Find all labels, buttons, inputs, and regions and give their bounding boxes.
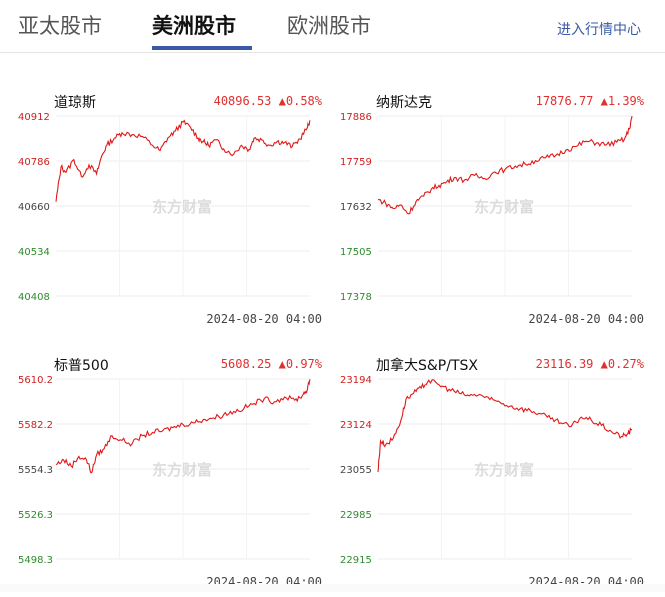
y-tick-label: 22915 [340, 555, 372, 566]
index-name: 道琼斯 [54, 95, 96, 111]
chart-panel-tsx[interactable]: 23194 23124 23055 22985 22915 东方财富 加拿大S&P/TSX… [336, 345, 654, 597]
series-line [55, 379, 311, 474]
chart-timestamp: 2024-08-20 04:00 [528, 312, 644, 326]
index-quote: 17876.77 ▲1.39% [536, 94, 644, 108]
index-change: ▲0.97% [278, 357, 322, 371]
series-line [377, 379, 633, 472]
market-tabs: 亚太股市 美洲股市 欧洲股市 进入行情中心 [0, 0, 665, 53]
index-name: 加拿大S&P/TSX [376, 358, 478, 374]
y-tick-label: 22985 [340, 510, 372, 521]
chart-nasdaq: 17886 17759 17632 17505 17378 东方财富 [340, 112, 633, 303]
tab-europe[interactable]: 欧洲股市 [287, 14, 371, 38]
watermark-text: 东方财富 [474, 461, 534, 479]
chart-tsx: 23194 23124 23055 22985 22915 东方财富 [340, 375, 633, 566]
y-tick-label: 23194 [340, 375, 372, 386]
market-center-link[interactable]: 进入行情中心 [557, 22, 641, 38]
index-quote: 23116.39 ▲0.27% [536, 357, 644, 371]
chart-dow: 40912 40786 40660 40534 40408 东方财富 [18, 112, 311, 303]
chart-panel-dow[interactable]: 40912 40786 40660 40534 40408 东方财富 道琼斯 40896.… [14, 82, 332, 334]
active-tab-indicator [152, 46, 252, 50]
chart-panel-nasdaq[interactable]: 17886 17759 17632 17505 17378 东方财富 纳斯达克 17876… [336, 82, 654, 334]
y-tick-label: 40912 [18, 112, 50, 123]
y-tick-label: 23124 [340, 420, 372, 431]
tab-americas[interactable]: 美洲股市 [152, 14, 236, 38]
y-tick-label: 5526.3 [18, 510, 53, 521]
y-tick-label: 5554.3 [18, 465, 53, 476]
index-quote: 40896.53 ▲0.58% [214, 94, 322, 108]
y-tick-label: 17378 [340, 292, 372, 303]
bottom-bar [0, 584, 665, 592]
index-last: 40896.53 [213, 94, 272, 108]
y-tick-label: 40534 [18, 247, 50, 258]
y-tick-label: 40660 [18, 202, 50, 213]
y-tick-label: 5498.3 [18, 555, 53, 566]
chart-timestamp: 2024-08-20 04:00 [206, 312, 322, 326]
series-line [55, 119, 311, 202]
tab-asia-pacific[interactable]: 亚太股市 [18, 14, 102, 38]
index-change: ▲1.39% [600, 94, 644, 108]
index-last: 17876.77 [535, 94, 594, 108]
index-last: 23116.39 [535, 357, 594, 371]
chart-sp500: 5610.2 5582.2 5554.3 5526.3 5498.3 东方财富 [18, 375, 311, 566]
y-tick-label: 23055 [340, 465, 372, 476]
watermark-text: 东方财富 [152, 198, 212, 216]
y-tick-label: 17759 [340, 157, 372, 168]
index-change: ▲0.27% [600, 357, 644, 371]
watermark-text: 东方财富 [152, 461, 212, 479]
index-name: 标普500 [54, 358, 109, 374]
y-tick-label: 5610.2 [18, 375, 53, 386]
watermark-text: 东方财富 [474, 198, 534, 216]
chart-panel-sp500[interactable]: 5610.2 5582.2 5554.3 5526.3 5498.3 东方财富 标普500… [14, 345, 332, 597]
index-quote: 5608.25 ▲0.97% [221, 357, 322, 371]
index-name: 纳斯达克 [376, 95, 432, 111]
index-last: 5608.25 [220, 357, 272, 371]
y-tick-label: 40786 [18, 157, 50, 168]
y-tick-label: 17886 [340, 112, 372, 123]
y-tick-label: 40408 [18, 292, 50, 303]
series-line [377, 115, 633, 215]
y-tick-label: 17632 [340, 202, 372, 213]
y-tick-label: 17505 [340, 247, 372, 258]
y-tick-label: 5582.2 [18, 420, 53, 431]
index-change: ▲0.58% [278, 94, 322, 108]
